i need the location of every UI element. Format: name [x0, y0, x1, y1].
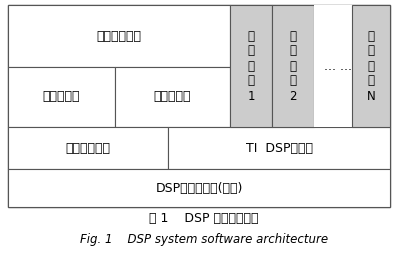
Text: 系统符号表: 系统符号表	[43, 91, 80, 103]
Text: TI  DSP开发库: TI DSP开发库	[246, 142, 313, 155]
Text: ... ...: ... ...	[324, 59, 352, 72]
Text: 加
载
模
块
2: 加 载 模 块 2	[289, 29, 297, 102]
Bar	[8, 5, 230, 67]
Text: 硬件驱动程序: 硬件驱动程序	[66, 142, 111, 155]
Text: Fig. 1    DSP system software architecture: Fig. 1 DSP system software architecture	[80, 232, 328, 246]
Bar	[272, 5, 314, 127]
Bar	[230, 5, 272, 127]
Bar	[168, 127, 390, 169]
Bar	[8, 127, 168, 169]
Text: 图 1    DSP 系统软件架构: 图 1 DSP 系统软件架构	[149, 211, 259, 225]
Text: 动态链接器: 动态链接器	[154, 91, 191, 103]
Bar	[8, 169, 390, 207]
Bar	[8, 67, 115, 127]
Bar	[115, 67, 230, 127]
Bar	[8, 5, 390, 207]
Bar	[314, 5, 362, 127]
Bar	[352, 5, 390, 127]
Text: 加
载
模
块
N: 加 载 模 块 N	[367, 29, 375, 102]
Text: 命令交互程序: 命令交互程序	[97, 29, 142, 42]
Text: 加
载
模
块
1: 加 载 模 块 1	[247, 29, 255, 102]
Text: DSP信号处理板(硬件): DSP信号处理板(硬件)	[155, 182, 243, 195]
